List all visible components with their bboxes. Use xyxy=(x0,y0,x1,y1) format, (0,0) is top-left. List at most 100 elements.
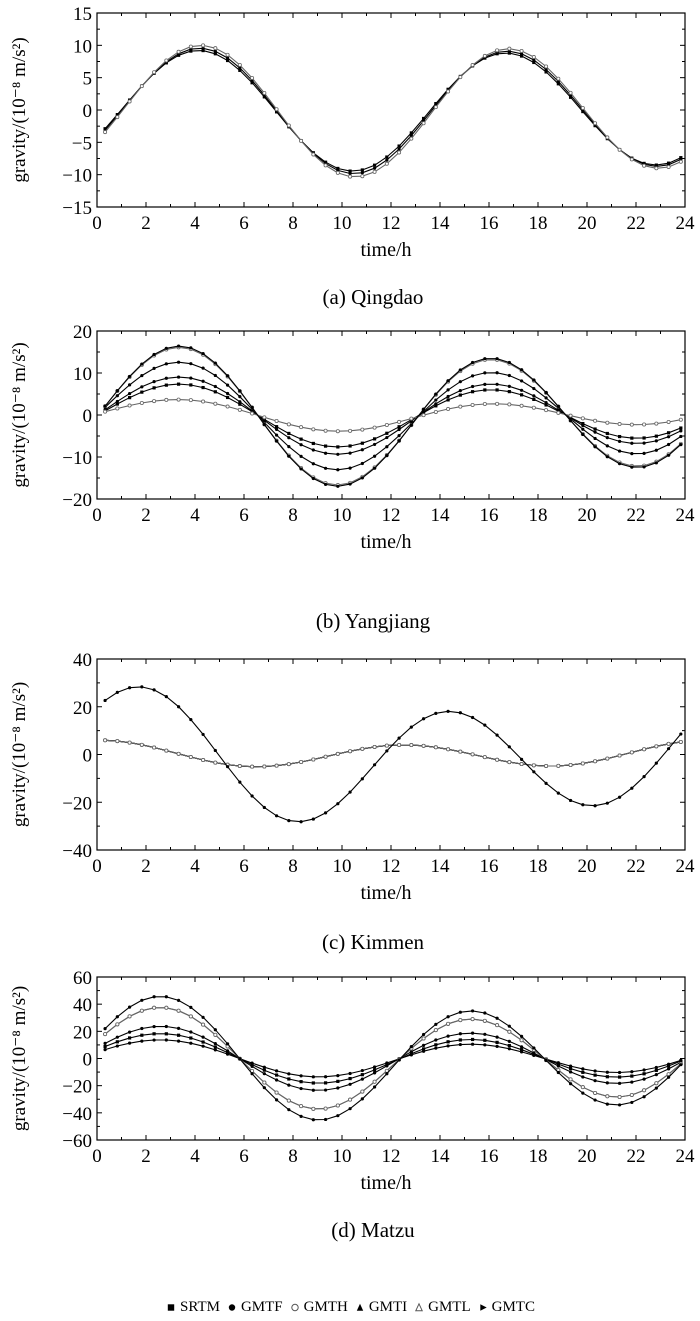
data-point xyxy=(115,1044,119,1048)
data-point xyxy=(654,439,658,443)
x-tick-label: 16 xyxy=(480,213,499,234)
data-point xyxy=(213,1041,217,1046)
data-point xyxy=(299,425,304,430)
data-point xyxy=(152,352,156,357)
series-gmti xyxy=(103,738,683,769)
data-point xyxy=(201,399,206,404)
data-point xyxy=(556,404,560,408)
data-point xyxy=(483,1038,487,1042)
series-line xyxy=(104,399,681,432)
data-point xyxy=(666,741,671,746)
data-point xyxy=(348,169,352,173)
data-point xyxy=(336,1086,340,1090)
data-point xyxy=(482,53,487,58)
data-point xyxy=(421,1043,426,1047)
data-point xyxy=(458,368,462,372)
data-point xyxy=(495,733,499,737)
x-tick-label: 20 xyxy=(578,505,597,526)
data-point xyxy=(642,1077,646,1081)
data-point xyxy=(544,408,549,413)
data-point xyxy=(360,1073,364,1077)
x-tick-label: 2 xyxy=(141,505,151,526)
data-point xyxy=(274,439,279,443)
data-point xyxy=(189,383,193,387)
x-tick-label: 12 xyxy=(382,856,401,877)
data-point xyxy=(482,1018,487,1023)
data-point xyxy=(348,749,353,754)
data-point xyxy=(115,1015,119,1019)
data-point xyxy=(127,374,132,379)
y-tick-label: 0 xyxy=(83,1050,93,1071)
data-point xyxy=(164,58,169,63)
data-point xyxy=(360,1068,364,1073)
data-point xyxy=(458,1038,462,1042)
data-point xyxy=(678,159,683,164)
data-point xyxy=(507,760,512,765)
data-point xyxy=(666,431,671,435)
data-point xyxy=(287,454,291,458)
data-point xyxy=(483,1011,487,1015)
data-point xyxy=(397,419,402,424)
data-point xyxy=(434,1022,438,1026)
data-point xyxy=(152,386,156,390)
data-point xyxy=(188,755,193,760)
data-point xyxy=(556,76,561,81)
data-point xyxy=(127,391,132,396)
data-point xyxy=(642,422,647,427)
data-point xyxy=(421,413,426,418)
data-point xyxy=(556,410,561,415)
data-point xyxy=(262,415,267,420)
data-point xyxy=(495,401,500,406)
data-point xyxy=(470,1042,475,1046)
x-axis-label: time/h xyxy=(360,239,411,261)
data-point xyxy=(299,820,303,824)
series-srtm xyxy=(103,1032,683,1085)
data-point xyxy=(274,814,279,818)
data-point xyxy=(654,434,658,438)
data-point xyxy=(446,89,451,94)
data-point xyxy=(140,1026,144,1031)
data-point xyxy=(287,436,291,440)
data-point xyxy=(544,781,548,785)
y-tick-label: −20 xyxy=(62,490,92,511)
data-point xyxy=(103,1032,108,1037)
x-tick-label: 12 xyxy=(382,505,401,526)
data-point xyxy=(568,763,573,768)
data-point xyxy=(176,1033,181,1037)
y-tick-label: −5 xyxy=(72,133,92,154)
data-point xyxy=(262,422,266,427)
data-point xyxy=(140,362,144,366)
data-point xyxy=(299,1074,303,1078)
data-point xyxy=(176,1039,181,1043)
data-point xyxy=(237,407,242,412)
data-point xyxy=(642,1095,646,1099)
data-point xyxy=(335,751,340,756)
data-point xyxy=(446,1040,450,1044)
data-point xyxy=(446,388,450,392)
data-point xyxy=(507,373,511,378)
data-point xyxy=(630,452,634,456)
data-point xyxy=(360,476,364,480)
data-point xyxy=(397,425,401,429)
x-tick-label: 18 xyxy=(529,856,548,877)
data-point xyxy=(446,398,450,402)
data-point xyxy=(495,1044,499,1048)
data-point xyxy=(568,413,573,418)
series-gmth xyxy=(103,345,683,488)
data-point xyxy=(213,384,217,389)
data-point xyxy=(348,171,352,176)
data-point xyxy=(397,427,401,432)
data-point xyxy=(286,762,291,767)
series-gmtf xyxy=(103,1038,683,1079)
data-point xyxy=(127,396,132,400)
data-point xyxy=(642,465,646,469)
series-gmtl xyxy=(103,397,683,434)
data-point xyxy=(605,801,609,805)
data-point xyxy=(262,764,267,769)
x-tick-label: 0 xyxy=(92,1146,102,1167)
data-point xyxy=(188,398,193,403)
data-point xyxy=(642,451,646,455)
data-point xyxy=(189,1030,193,1034)
data-point xyxy=(250,1072,254,1076)
data-point xyxy=(299,443,303,447)
